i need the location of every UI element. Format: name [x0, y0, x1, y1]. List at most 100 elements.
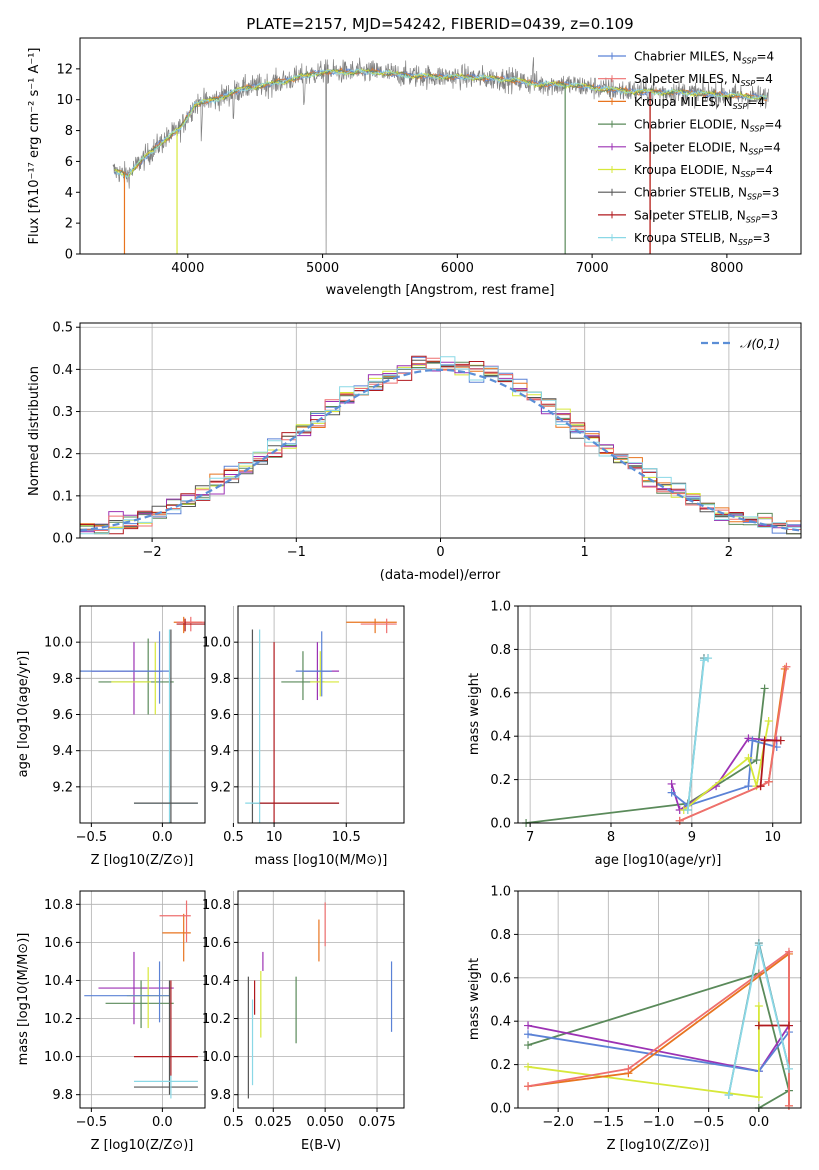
mass-weight-point: [744, 782, 753, 791]
mass-weight-point: [754, 1021, 763, 1030]
y-tick-label: 10.2: [202, 1012, 231, 1027]
residual-histogram: −2 −1 0 1 2 0.0 0.1 0.2 0.3 0.4 0.5 𝒩(0,1): [52, 321, 802, 560]
y-tick-label: 0.4: [52, 363, 73, 378]
spectrum-legend: Chabrier MILES, NSSP=4 Salpeter MILES, NS…: [598, 50, 782, 247]
y-tick-label: 10: [56, 93, 73, 108]
x-tick-label: 0.5: [223, 830, 244, 845]
y-tick-label: 0.1: [52, 489, 73, 504]
mw-z-xlabel: Z [log10(Z/Z⊙)]: [607, 1138, 710, 1153]
mass-weight-line: [686, 657, 709, 811]
plot-area: [80, 616, 205, 823]
mass-weight-point: [524, 1021, 533, 1030]
mass-vs-metallicity-plot: −0.5 0.0 0.5 9.8 10.0 10.2 10.4 10.6 10.8: [44, 890, 244, 1130]
x-tick-label: −1.0: [643, 1115, 675, 1130]
hist-ylabel: Normed distribution: [27, 366, 42, 496]
y-tick-label: 6: [65, 155, 73, 170]
y-tick-label: 9.2: [210, 780, 231, 795]
x-tick-label: 0.5: [223, 1115, 244, 1130]
y-tick-label: 0.2: [490, 773, 511, 788]
y-tick-label: 0.6: [490, 686, 511, 701]
mass-weight-point: [784, 1101, 793, 1110]
mass-weight-point: [524, 1030, 533, 1039]
y-tick-label: 10.2: [44, 1012, 73, 1027]
mass-weight-vs-metallicity-plot: −2.0 −1.5 −1.0 −0.5 0.0 0.0 0.2 0.4 0.6 0.8 1.0: [490, 885, 802, 1130]
spectrum-xlabel: wavelength [Angstrom, rest frame]: [326, 283, 555, 298]
age-vs-mass-plot: 10 10.5 9.2 9.4 9.6 9.8 10.0: [202, 605, 405, 845]
mass-weight-point: [748, 736, 757, 745]
plot-area: [245, 618, 397, 823]
mass-weight-point: [754, 1093, 763, 1102]
mass-weight-point: [784, 1021, 793, 1030]
y-tick-label: 10.0: [202, 1050, 231, 1065]
mw-age-ylabel: mass weight: [467, 673, 482, 755]
mass-weight-point: [784, 1064, 793, 1073]
y-tick-label: 9.8: [210, 1088, 231, 1103]
mass-weight-point: [754, 1002, 763, 1011]
mass-vs-ebv-plot: 0.025 0.050 0.075 9.8 10.0 10.2 10.4 10.6 10.8: [202, 890, 405, 1130]
mass-weight-vs-age-plot: 7 8 9 10 0.0 0.2 0.4 0.6 0.8 1.0: [490, 600, 802, 845]
x-tick-label: −0.5: [693, 1115, 725, 1130]
y-tick-label: 0.4: [490, 730, 511, 745]
mass-weight-point: [524, 1082, 533, 1091]
spectrum-data-line: [112, 57, 769, 254]
mass-weight-point: [704, 654, 713, 663]
mass-weight-point: [744, 753, 753, 762]
mass-weight-point: [760, 736, 769, 745]
axes-frame: [79, 890, 206, 1109]
y-tick-label: 0.2: [490, 1058, 511, 1073]
mass-weight-point: [760, 684, 769, 693]
spectrum-title: PLATE=2157, MJD=54242, FIBERID=0439, z=0…: [246, 15, 633, 33]
legend-label: 𝒩(0,1): [740, 337, 780, 351]
y-tick-label: 10.4: [202, 974, 231, 989]
mass-weight-point: [782, 662, 791, 671]
y-tick-label: 0.0: [52, 532, 73, 547]
mass-weight-point: [699, 656, 708, 665]
age-z-ylabel: age [log10(age/yr)]: [16, 651, 31, 778]
mass-weight-point: [675, 816, 684, 825]
mass-ebv-xlabel: E(B-V): [301, 1138, 341, 1153]
y-tick-label: 0: [65, 248, 73, 263]
y-tick-label: 0.0: [490, 1102, 511, 1117]
y-tick-label: 10.0: [202, 636, 231, 651]
y-tick-label: 1.0: [490, 885, 511, 900]
mass-weight-point: [524, 1062, 533, 1071]
x-tick-label: −0.5: [76, 830, 108, 845]
plot-area: [247, 902, 393, 1099]
y-tick-label: 0.8: [490, 928, 511, 943]
y-tick-label: 10.8: [44, 898, 73, 913]
x-tick-label: −0.5: [76, 1115, 108, 1130]
x-tick-label: 4000: [171, 261, 204, 276]
y-tick-label: 9.4: [210, 744, 231, 759]
mass-weight-point: [776, 736, 785, 745]
y-tick-label: 12: [56, 62, 73, 77]
y-tick-label: 9.4: [52, 744, 73, 759]
mass-weight-point: [683, 805, 692, 814]
mass-weight-line: [527, 1006, 760, 1099]
plot-area: [84, 900, 198, 1099]
x-tick-label: 7000: [576, 261, 609, 276]
y-tick-label: 9.6: [52, 708, 73, 723]
mass-weight-point: [754, 941, 763, 950]
legend-label: Salpeter MILES, NSSP=4: [634, 72, 773, 88]
spectrum-ylabel: Flux [fλ10⁻¹⁷ erg cm⁻² s⁻¹ A⁻¹]: [27, 48, 42, 245]
age-vs-metallicity-plot: −0.5 0.0 0.5 9.2 9.4 9.6 9.8 10.0: [44, 605, 244, 845]
y-tick-label: 9.8: [52, 672, 73, 687]
x-tick-label: 0.0: [749, 1115, 770, 1130]
mass-weight-point: [764, 777, 773, 786]
legend-label: Kroupa MILES, NSSP=4: [634, 95, 765, 111]
axes-frame: [79, 37, 802, 255]
legend-label: Salpeter ELODIE, NSSP=4: [634, 140, 781, 156]
axes-frame: [237, 890, 405, 1109]
x-tick-label: 8000: [710, 261, 743, 276]
x-tick-label: 5000: [306, 261, 339, 276]
y-tick-label: 0.5: [52, 321, 73, 336]
y-tick-label: 1.0: [490, 600, 511, 615]
x-tick-label: 0.075: [358, 1115, 395, 1130]
y-tick-label: 0.3: [52, 405, 73, 420]
x-tick-label: 0.0: [152, 1115, 173, 1130]
x-tick-label: 0: [436, 545, 444, 560]
axes-frame: [517, 605, 802, 824]
x-tick-label: 10.5: [332, 830, 361, 845]
mw-age-xlabel: age [log10(age/yr)]: [595, 853, 722, 868]
